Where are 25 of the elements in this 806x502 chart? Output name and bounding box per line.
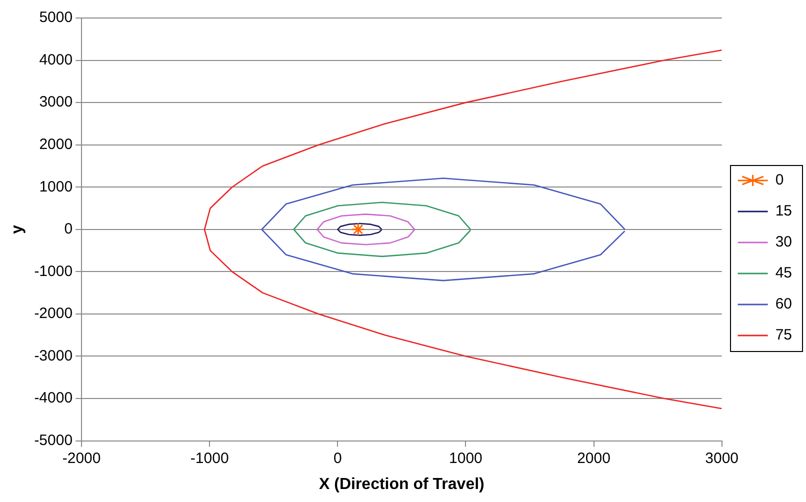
y-tick-label: 5000	[39, 9, 73, 26]
y-tick-label: -2000	[34, 305, 73, 322]
y-tick-label: -5000	[34, 432, 73, 449]
y-tick-label: -1000	[34, 262, 73, 280]
y-tick-label: -4000	[34, 390, 73, 407]
legend-label: 45	[775, 264, 792, 282]
y-tick-label: 1000	[39, 178, 73, 196]
y-tick-label: 2000	[39, 136, 73, 153]
y-tick-label: 4000	[39, 51, 73, 68]
x-tick-label: -2000	[62, 450, 101, 467]
legend-label: 30	[775, 234, 792, 251]
y-tick-label: 3000	[39, 94, 73, 111]
legend-label: 75	[775, 326, 792, 344]
y-tick-label: 0	[64, 220, 73, 238]
x-tick-label: 0	[333, 450, 342, 467]
x-tick-label: 1000	[449, 450, 482, 467]
legend-label: 0	[775, 172, 784, 189]
legend-label: 60	[775, 296, 792, 313]
x-tick-label: 3000	[705, 450, 739, 467]
y-tick-label: -3000	[34, 347, 73, 364]
legend-label: 15	[775, 202, 792, 220]
x-tick-label: -1000	[190, 450, 229, 467]
x-tick-label: 2000	[577, 450, 610, 467]
y-axis-title: y	[9, 224, 26, 234]
x-axis-title: X (Direction of Travel)	[319, 476, 484, 493]
